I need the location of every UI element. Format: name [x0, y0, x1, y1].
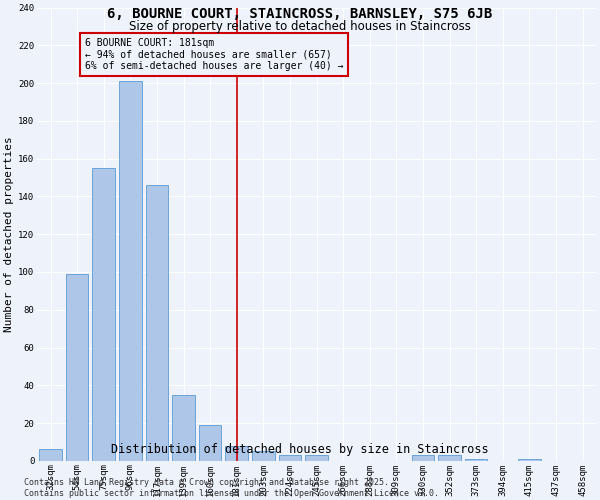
Bar — [199, 425, 221, 461]
Text: Contains HM Land Registry data © Crown copyright and database right 2025.
Contai: Contains HM Land Registry data © Crown c… — [24, 478, 439, 498]
Bar — [305, 455, 328, 461]
Y-axis label: Number of detached properties: Number of detached properties — [4, 136, 14, 332]
Bar — [172, 394, 195, 461]
Bar — [252, 452, 275, 461]
Bar — [278, 455, 301, 461]
Bar — [412, 455, 434, 461]
Bar — [119, 82, 142, 461]
Text: 6 BOURNE COURT: 181sqm
← 94% of detached houses are smaller (657)
6% of semi-det: 6 BOURNE COURT: 181sqm ← 94% of detached… — [85, 38, 344, 71]
Text: Distribution of detached houses by size in Staincross: Distribution of detached houses by size … — [111, 442, 489, 456]
Text: Size of property relative to detached houses in Staincross: Size of property relative to detached ho… — [129, 20, 471, 33]
Bar — [465, 459, 487, 461]
Bar — [226, 446, 248, 461]
Bar — [92, 168, 115, 461]
Bar — [146, 185, 168, 461]
Text: 6, BOURNE COURT, STAINCROSS, BARNSLEY, S75 6JB: 6, BOURNE COURT, STAINCROSS, BARNSLEY, S… — [107, 8, 493, 22]
Bar — [39, 450, 62, 461]
Bar — [438, 455, 461, 461]
Bar — [518, 459, 541, 461]
Bar — [66, 274, 88, 461]
